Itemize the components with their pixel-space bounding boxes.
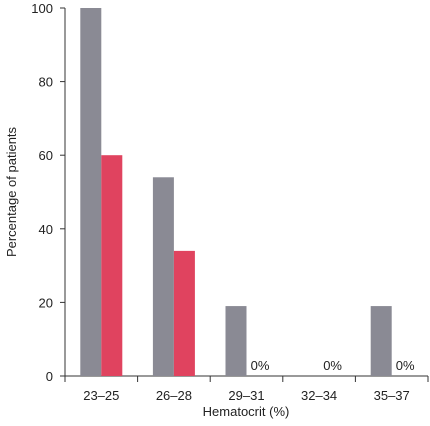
x-ticks: 23–25 26–28 29–31 32–34 35–37 [64,376,429,403]
x-tick-label: 23–25 [83,388,119,403]
y-tick-label: 60 [39,148,53,163]
x-tick-label: 35–37 [374,388,410,403]
bar-series-1 [370,306,392,376]
annotations: 0% 0% 0% [251,358,415,373]
y-axis-title: Percentage of patients [4,126,19,257]
y-tick-label: 80 [39,75,53,90]
zero-percent-label: 0% [251,358,270,373]
bar-series-2 [173,250,195,376]
x-tick-label: 29–31 [228,388,264,403]
x-axis-title: Hematocrit (%) [203,404,290,419]
bars [80,8,392,376]
bar-series-1 [152,177,174,376]
bar-series-2 [101,155,123,376]
bar-series-1 [225,306,247,376]
y-ticks: 0 20 40 60 80 100 [31,1,65,384]
x-tick-label: 32–34 [301,388,337,403]
y-tick-label: 40 [39,222,53,237]
y-tick-label: 100 [31,1,53,16]
zero-percent-label: 0% [396,358,415,373]
x-tick-label: 26–28 [156,388,192,403]
y-tick-label: 0 [46,369,53,384]
zero-percent-label: 0% [323,358,342,373]
bar-series-1 [80,8,102,376]
y-tick-label: 20 [39,295,53,310]
